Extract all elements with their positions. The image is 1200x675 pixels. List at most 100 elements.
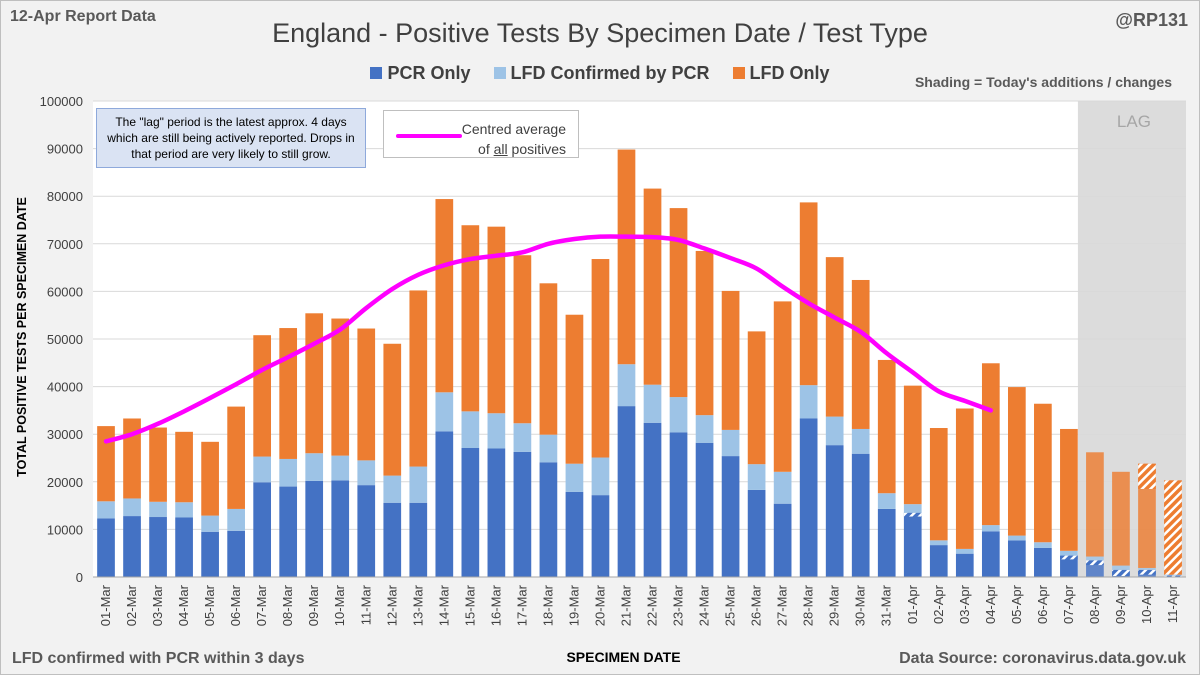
- x-tick-label: 17-Mar: [514, 584, 529, 626]
- bar-pcr: [383, 502, 402, 577]
- bar-pcr: [747, 489, 766, 577]
- average-line-label: Centred average of all positives: [462, 119, 566, 159]
- bar-lfd-confirmed: [643, 384, 662, 423]
- bar-pcr: [1034, 547, 1052, 577]
- bar-lfd-only: [149, 427, 167, 502]
- bar-lfd-confirmed: [435, 392, 454, 432]
- bar-pcr: [877, 508, 896, 577]
- bar-lfd-confirmed: [877, 493, 896, 509]
- bar-lfd-only: [97, 426, 115, 502]
- bar-pcr: [955, 553, 974, 577]
- bar-lfd-confirmed: [253, 456, 272, 483]
- bar-pcr: [929, 545, 948, 577]
- bar-lfd-only: [851, 279, 870, 429]
- bar-lfd-only: [253, 335, 272, 457]
- y-tick-label: 60000: [47, 284, 83, 299]
- bar-lfd-confirmed: [201, 515, 219, 532]
- bar-lfd-only: [747, 331, 766, 465]
- bar-lfd-only: [409, 290, 428, 467]
- bar-lfd-confirmed: [773, 471, 792, 504]
- x-tick-label: 08-Apr: [1087, 584, 1102, 624]
- bar-pcr: [825, 445, 844, 577]
- lag-note: The "lag" period is the latest approx. 4…: [96, 108, 366, 168]
- bar-pcr: [669, 432, 688, 577]
- bar-pcr: [279, 486, 298, 577]
- average-line-swatch: [396, 134, 462, 138]
- bar-pcr: [617, 406, 636, 577]
- bar-pcr: [721, 456, 740, 577]
- x-tick-label: 12-Mar: [384, 584, 399, 626]
- y-axis-title: TOTAL POSITIVE TESTS PER SPECIMEN DATE: [15, 197, 29, 477]
- bar-lfd-confirmed: [513, 423, 532, 452]
- bar-lfd-confirmed: [799, 385, 818, 419]
- x-tick-label: 23-Mar: [671, 584, 686, 626]
- x-tick-label: 18-Mar: [540, 584, 555, 626]
- bar-pcr: [1007, 540, 1026, 577]
- shading-note: Shading = Today's additions / changes: [914, 74, 1172, 90]
- bar-lfd-confirmed: [1007, 535, 1026, 541]
- bar-pcr: [409, 502, 428, 577]
- x-tick-label: 09-Mar: [306, 584, 321, 626]
- bar-lfd-confirmed: [695, 415, 714, 443]
- bar-lfd-only: [981, 363, 1000, 526]
- bar-pcr: [227, 530, 245, 577]
- y-tick-label: 10000: [47, 522, 83, 537]
- x-tick-label: 09-Apr: [1113, 584, 1128, 624]
- bar-lfd-only: [487, 226, 506, 414]
- x-tick-label: 24-Mar: [697, 584, 712, 626]
- x-tick-label: 31-Mar: [879, 584, 894, 626]
- bar-addition-pcr: [1112, 569, 1130, 577]
- x-tick-label: 15-Mar: [462, 584, 477, 626]
- bar-lfd-only: [799, 202, 818, 386]
- legend-item-lfd-confirmed: LFD Confirmed by PCR: [493, 63, 710, 84]
- bar-lfd-only: [877, 359, 896, 494]
- x-tick-label: 14-Mar: [436, 584, 451, 626]
- x-tick-label: 07-Mar: [254, 584, 269, 626]
- x-tick-label: 22-Mar: [645, 584, 660, 626]
- bar-lfd-confirmed: [1112, 565, 1130, 570]
- bar-lfd-confirmed: [97, 501, 115, 519]
- chart-legend: PCR Only LFD Confirmed by PCR LFD Only: [0, 63, 1200, 84]
- bar-lfd-only: [539, 283, 558, 435]
- bar-pcr: [513, 451, 532, 577]
- x-tick-label: 04-Apr: [983, 584, 998, 624]
- bar-lfd-only: [669, 208, 688, 398]
- bar-pcr: [435, 431, 454, 577]
- bar-lfd-confirmed: [1086, 556, 1104, 561]
- bar-lfd-only: [227, 406, 245, 509]
- bar-lfd-confirmed: [383, 475, 402, 503]
- x-tick-label: 16-Mar: [488, 584, 503, 626]
- x-tick-label: 06-Mar: [228, 584, 243, 626]
- bar-lfd-confirmed: [487, 413, 506, 449]
- bar-lfd-confirmed: [825, 416, 844, 446]
- x-tick-label: 11-Apr: [1165, 584, 1180, 623]
- x-tick-label: 10-Apr: [1139, 584, 1154, 624]
- bar-pcr: [773, 503, 792, 577]
- bar-addition-pcr: [1060, 555, 1078, 560]
- average-line: [103, 234, 994, 444]
- bar-pcr: [357, 485, 376, 577]
- bar-lfd-only: [331, 318, 350, 456]
- bar-pcr: [123, 516, 141, 577]
- bar-lfd-confirmed: [721, 429, 740, 457]
- data-source: Data Source: coronavirus.data.gov.uk: [899, 650, 1186, 667]
- bar-lfd-confirmed: [149, 501, 167, 518]
- bar-lfd-confirmed: [617, 364, 636, 407]
- x-tick-label: 21-Mar: [618, 584, 633, 626]
- bar-pcr: [97, 518, 115, 577]
- bar-lfd-only: [1086, 452, 1104, 557]
- legend-swatch-lfd-confirmed: [493, 67, 506, 79]
- bar-lfd-confirmed: [1034, 542, 1052, 548]
- bar-pcr: [305, 480, 324, 577]
- bar-pcr: [487, 448, 506, 577]
- bar-pcr: [643, 422, 662, 577]
- bar-lfd-only: [721, 290, 740, 430]
- x-tick-label: 29-Mar: [827, 584, 842, 626]
- bar-addition-lfd-only: [1164, 480, 1182, 575]
- bar-lfd-confirmed: [565, 463, 584, 492]
- legend-label-lfd-confirmed: LFD Confirmed by PCR: [510, 63, 710, 83]
- bar-pcr: [1060, 555, 1078, 577]
- x-tick-label: 02-Apr: [931, 584, 946, 624]
- bar-lfd-confirmed: [1060, 550, 1078, 556]
- x-tick-label: 05-Mar: [202, 584, 217, 626]
